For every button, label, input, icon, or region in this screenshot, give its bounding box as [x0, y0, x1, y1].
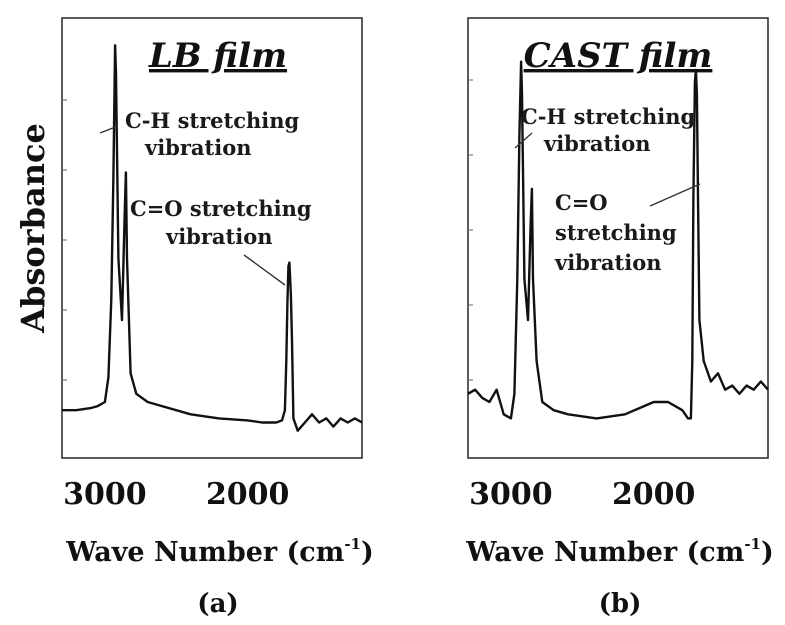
x-axis-label-a-close: )	[361, 537, 374, 568]
y-ticks-a	[62, 99, 67, 381]
annotation-co-b-line1: C=O	[555, 190, 608, 215]
x-tick-label: 2000	[206, 477, 290, 512]
annotation-ch-b-line1: C-H stretching	[521, 104, 696, 129]
chart-title-a: LB film	[148, 36, 287, 76]
annotation-co-a-line2: vibration	[165, 224, 273, 249]
x-axis-label-b-sup: -1	[744, 535, 761, 553]
x-axis-label-b-close: )	[761, 537, 774, 568]
x-axis-label-a-main: Wave Number (cm	[65, 537, 344, 568]
annotation-co-b-line2: stretching	[555, 220, 677, 245]
x-tick-label: 3000	[63, 477, 147, 512]
annotation-ch-a: C-H stretching vibration	[99, 108, 300, 160]
x-axis-label-b: Wave Number (cm-1)	[465, 535, 774, 568]
annotation-co-a: C=O stretching vibration	[130, 196, 312, 286]
x-axis-label-b-main: Wave Number (cm	[465, 537, 744, 568]
annotation-ch-a-line2: vibration	[144, 135, 252, 160]
annotation-ch-b: C-H stretching vibration	[514, 104, 696, 156]
y-axis-label: Absorbance	[14, 123, 52, 334]
panel-a: LB film C-H stretching vibration C=O str…	[61, 17, 374, 619]
x-tick-label: 3000	[469, 477, 553, 512]
x-axis-label-a-sup: -1	[344, 535, 361, 553]
panel-b: CAST film C-H stretching vibration C=O s…	[465, 17, 774, 619]
spectrum-line-a	[62, 44, 363, 432]
caption-b: (b)	[599, 589, 642, 619]
plot-frame-a	[61, 17, 363, 459]
x-axis-label-a: Wave Number (cm-1)	[65, 535, 374, 568]
annotation-co-b: C=O stretching vibration	[554, 183, 701, 275]
plot-frame-b	[467, 17, 769, 459]
annotation-co-a-line1: C=O stretching	[130, 196, 312, 221]
annotation-ch-a-line1: C-H stretching	[125, 108, 300, 133]
annotation-ch-b-line2: vibration	[543, 131, 651, 156]
y-ticks-b	[468, 79, 473, 381]
spectrum-line-b	[467, 60, 769, 420]
x-tick-label: 2000	[612, 477, 696, 512]
chart-title-b: CAST film	[524, 36, 713, 76]
annotation-co-a-leader	[243, 254, 286, 286]
annotation-ch-b-leader	[514, 132, 533, 149]
annotation-co-b-leader	[649, 183, 701, 207]
annotation-co-b-line3: vibration	[554, 250, 662, 275]
caption-a: (a)	[197, 589, 238, 619]
annotation-ch-a-leader	[99, 125, 119, 134]
